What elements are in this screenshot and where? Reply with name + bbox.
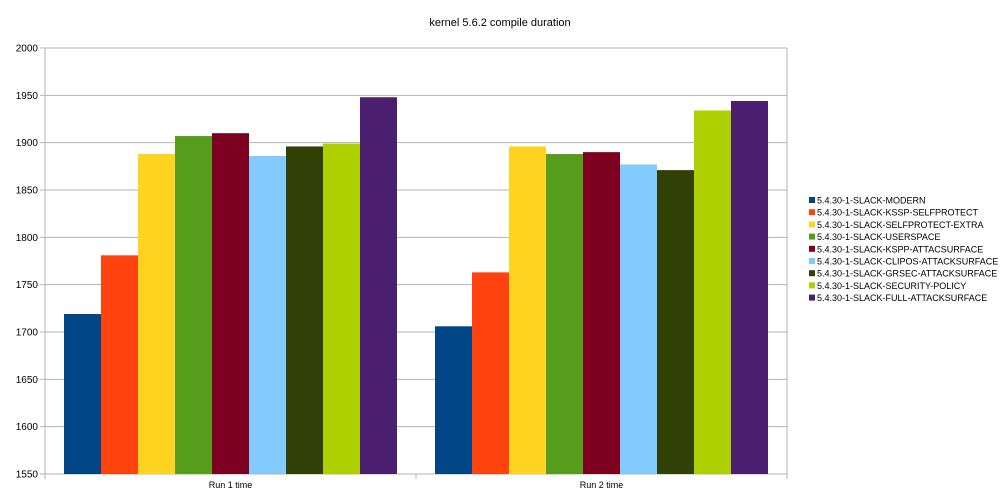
legend-swatch	[809, 245, 815, 252]
bar	[360, 97, 397, 474]
bar	[583, 152, 620, 474]
y-tick-label: 1650	[16, 375, 39, 386]
bar	[620, 164, 657, 474]
chart-title: kernel 5.6.2 compile duration	[429, 17, 570, 29]
legend-swatch	[809, 258, 815, 264]
legend-label: 5.4.30-1-SLACK-KSSP-SELFPROTECT	[817, 208, 979, 218]
legend-label: 5.4.30-1-SLACK-SECURITY-POLICY	[817, 281, 966, 291]
y-tick-label: 1850	[16, 186, 39, 197]
bar	[138, 154, 175, 474]
legend-swatch	[809, 282, 815, 289]
y-tick-label: 1950	[16, 91, 39, 102]
legend-label: 5.4.30-1-SLACK-SELFPROTECT-EXTRA	[817, 220, 984, 230]
legend-label: 5.4.30-1-SLACK-USERSPACE	[817, 232, 940, 242]
x-tick-label: Run 2 time	[580, 480, 624, 490]
bar	[509, 146, 546, 474]
y-tick-label: 1800	[16, 233, 39, 244]
y-tick-label: 2000	[16, 44, 39, 55]
legend-swatch	[809, 270, 815, 277]
x-tick-label: Run 1 time	[209, 480, 253, 490]
y-tick-label: 1700	[16, 328, 39, 339]
y-tick-label: 1750	[16, 280, 39, 291]
bar	[64, 314, 101, 474]
bar	[249, 155, 286, 475]
bar	[101, 255, 138, 474]
bar	[472, 272, 509, 474]
legend-label: 5.4.30-1-SLACK-KSPP-ATTACSURFACE	[817, 244, 983, 254]
legend-swatch	[809, 209, 815, 216]
legend-label: 5.4.30-1-SLACK-MODERN	[817, 196, 926, 206]
bar	[323, 143, 360, 474]
legend: 5.4.30-1-SLACK-MODERN 5.4.30-1-SLACK-KSSP…	[809, 196, 998, 303]
legend-swatch	[809, 233, 815, 240]
bar	[694, 110, 731, 474]
legend-swatch	[809, 221, 815, 228]
legend-swatch	[809, 197, 815, 203]
legend-label: 5.4.30-1-SLACK-FULL-ATTACKSURFACE	[817, 293, 987, 303]
legend-label: 5.4.30-1-SLACK-CLIPOS-ATTACKSURFACE	[817, 257, 998, 267]
y-tick-label: 1600	[16, 422, 39, 433]
bar	[731, 101, 768, 474]
bar	[657, 170, 694, 474]
bar	[175, 136, 212, 475]
bar	[546, 154, 583, 474]
y-tick-label: 1900	[16, 138, 39, 149]
legend-swatch	[809, 294, 815, 301]
legend-label: 5.4.30-1-SLACK-GRSEC-ATTACKSURFACE	[817, 269, 997, 279]
y-tick-label: 1550	[16, 470, 39, 481]
bar	[435, 326, 472, 474]
bar	[286, 146, 323, 474]
bar	[212, 133, 249, 474]
